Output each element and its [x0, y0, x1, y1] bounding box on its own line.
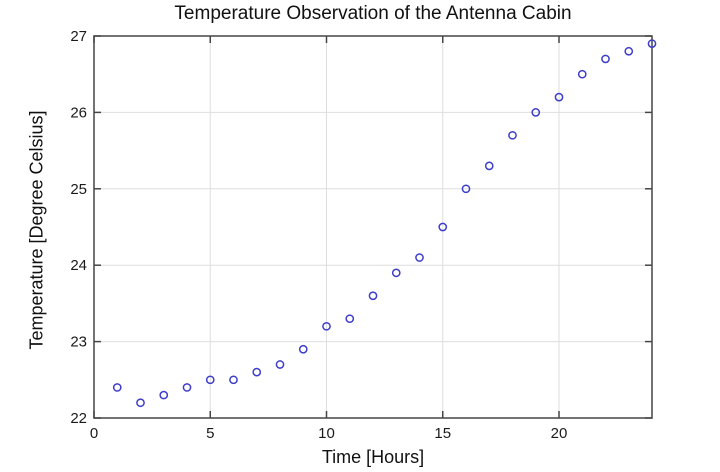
data-point	[298, 344, 308, 354]
data-point	[205, 375, 215, 385]
x-tick-label: 5	[206, 425, 214, 442]
x-tick-label: 0	[90, 425, 98, 442]
data-point	[252, 367, 262, 377]
data-point	[391, 268, 401, 278]
data-point	[461, 184, 471, 194]
x-tick-label: 10	[318, 425, 335, 442]
data-point	[322, 321, 331, 331]
data-point	[577, 69, 587, 79]
x-tick-label: 15	[434, 425, 451, 442]
x-axis-label: Time [Hours]	[321, 447, 425, 467]
y-tick-label: 22	[70, 410, 87, 427]
data-point	[624, 46, 634, 56]
axes-box	[93, 35, 653, 419]
y-tick-label: 23	[70, 334, 87, 351]
data-point	[531, 108, 541, 117]
data-point	[484, 161, 494, 171]
y-tick-label: 25	[70, 181, 87, 198]
data-point	[601, 54, 610, 64]
y-tick-label: 27	[70, 28, 87, 45]
chart-title: Temperature Observation of the Antenna C…	[174, 3, 572, 24]
data-point	[112, 383, 122, 392]
x-tick-label: 20	[551, 425, 568, 442]
data-point	[647, 39, 657, 48]
data-point	[438, 222, 448, 232]
y-tick-label: 24	[70, 257, 87, 274]
y-tick-label: 26	[70, 104, 87, 121]
data-point	[508, 130, 517, 140]
data-point	[415, 253, 424, 262]
data-point	[368, 291, 378, 301]
data-point	[159, 390, 169, 400]
data-point	[182, 383, 192, 392]
data-point	[136, 398, 145, 408]
data-point	[229, 375, 238, 385]
data-point	[275, 360, 285, 369]
data-point	[554, 92, 564, 102]
data-point	[345, 314, 355, 324]
